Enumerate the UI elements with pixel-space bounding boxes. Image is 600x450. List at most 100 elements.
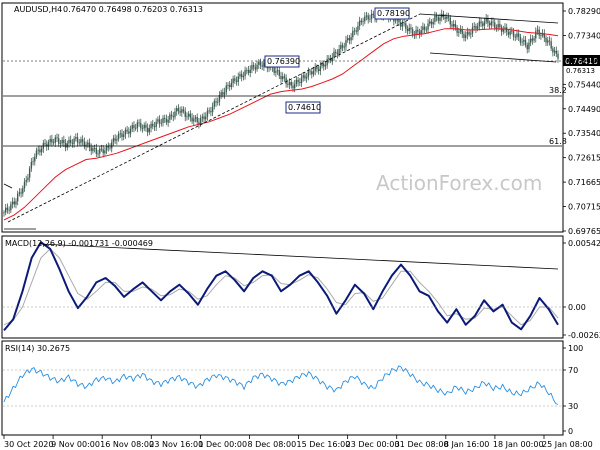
candle-body xyxy=(483,21,486,26)
candle-body xyxy=(372,13,375,15)
candle-body xyxy=(206,110,209,117)
candle-body xyxy=(497,24,499,28)
candle-body xyxy=(112,138,115,143)
candle-body xyxy=(51,139,53,143)
candle-body xyxy=(59,143,62,145)
candle-body xyxy=(16,193,19,202)
candle-body xyxy=(316,66,318,70)
candle-body xyxy=(229,85,231,87)
candle-body xyxy=(475,26,477,29)
candle-body xyxy=(418,31,421,35)
price-layer xyxy=(3,7,559,221)
macd-y-tick-label: -0.00262 xyxy=(568,331,600,340)
candle-body xyxy=(148,128,151,133)
mid-low-label: 0.74610 xyxy=(288,103,321,112)
candle-body xyxy=(449,17,451,25)
candle-body xyxy=(290,82,292,86)
candle-body xyxy=(360,20,363,22)
candle-body xyxy=(119,133,121,135)
candle-body xyxy=(83,141,86,147)
candle-body xyxy=(114,138,116,141)
candle-body xyxy=(58,138,60,144)
candle-body xyxy=(545,37,547,43)
candle-body xyxy=(514,36,516,38)
candle-body xyxy=(535,31,537,39)
candle-body xyxy=(162,117,164,123)
candle-body xyxy=(553,50,556,53)
candle-body xyxy=(198,122,200,125)
price-y-tick-label: 0.71665 xyxy=(568,178,600,187)
fib-38-label: 38.2 xyxy=(549,86,567,95)
candle-body xyxy=(88,142,91,148)
candle-body xyxy=(69,139,72,143)
candle-body xyxy=(52,142,55,144)
candle-body xyxy=(311,71,313,75)
candle-body xyxy=(523,39,525,42)
candle-body xyxy=(28,168,31,178)
candle-body xyxy=(321,63,323,67)
candle-body xyxy=(66,143,68,148)
candle-body xyxy=(47,142,50,147)
candle-body xyxy=(258,61,260,65)
candle-body xyxy=(174,111,176,118)
x-tick-label: 25 Jan 08:00 xyxy=(542,440,593,449)
candle-body xyxy=(482,23,484,26)
candle-body xyxy=(399,22,402,27)
candle-body xyxy=(152,123,154,127)
x-tick-label: 9 Nov 00:00 xyxy=(51,440,100,449)
x-tick-label: 23 Nov 16:00 xyxy=(149,440,203,449)
candle-body xyxy=(259,61,262,66)
candle-body xyxy=(186,116,188,118)
candle-body xyxy=(394,20,397,22)
candle-body xyxy=(34,156,36,162)
candle-body xyxy=(155,121,157,128)
candle-body xyxy=(326,59,328,66)
candle-body xyxy=(304,75,306,79)
candle-body xyxy=(447,16,450,18)
candle-body xyxy=(37,149,39,151)
candle-body xyxy=(555,50,557,54)
candle-body xyxy=(169,114,171,120)
candle-body xyxy=(93,148,96,149)
candle-body xyxy=(175,108,178,112)
candle-body xyxy=(232,78,234,84)
candle-body xyxy=(487,18,489,24)
candle-body xyxy=(145,124,147,128)
candle-body xyxy=(307,71,310,78)
candle-body xyxy=(153,126,156,128)
candle-body xyxy=(543,33,546,38)
candle-body xyxy=(464,35,467,38)
candle-body xyxy=(526,45,528,50)
candle-body xyxy=(222,92,224,95)
price-panel-frame xyxy=(1,2,564,233)
candle-body xyxy=(425,29,428,31)
candle-body xyxy=(211,106,214,113)
candle-body xyxy=(63,139,65,144)
candle-body xyxy=(358,20,361,27)
candle-body xyxy=(401,24,404,27)
candle-body xyxy=(165,118,168,123)
candle-body xyxy=(370,13,373,19)
candle-body xyxy=(473,26,475,28)
candle-body xyxy=(116,139,118,141)
candle-body xyxy=(459,29,462,32)
candle-body xyxy=(463,33,465,38)
candle-body xyxy=(492,21,494,23)
candle-body xyxy=(213,101,216,107)
candle-body xyxy=(172,116,174,118)
candle-body xyxy=(140,122,142,129)
resistance-line-left xyxy=(3,183,13,189)
macd-line xyxy=(3,241,559,332)
current-price-hidden: 0.76313 xyxy=(566,67,595,75)
candle-body xyxy=(244,70,246,77)
candle-body xyxy=(87,142,89,145)
candle-body xyxy=(451,24,453,27)
rsi-y-tick-label: 100 xyxy=(568,344,583,353)
channel-bottom-line xyxy=(429,52,557,63)
candle-body xyxy=(422,26,424,30)
price-y-tick-label: 0.72615 xyxy=(568,154,600,163)
candle-body xyxy=(68,139,70,144)
candle-body xyxy=(468,31,470,35)
price-y-tick-label: 0.69765 xyxy=(568,227,600,236)
candle-body xyxy=(199,118,202,125)
